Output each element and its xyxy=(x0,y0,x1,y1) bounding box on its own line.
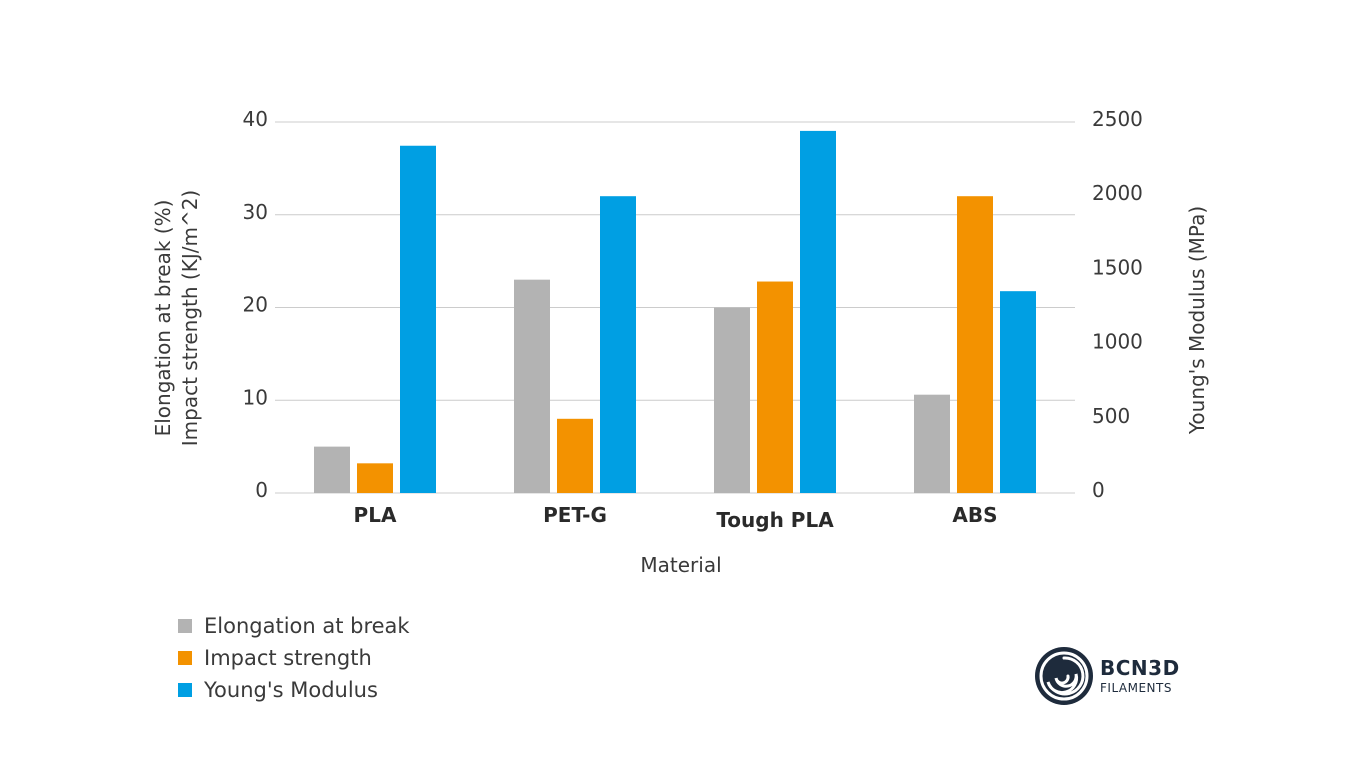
left-tick-label: 30 xyxy=(243,200,268,224)
legend-swatch xyxy=(178,618,192,633)
left-tick-label: 10 xyxy=(243,385,268,409)
category-label: PET-G xyxy=(543,503,607,527)
left-axis-title-line2: Impact strength (KJ/m^2) xyxy=(178,190,202,446)
spiral-logo-icon xyxy=(1035,647,1093,705)
left-axis-ticks: 0 10 20 30 40 xyxy=(243,107,268,502)
bar xyxy=(714,307,750,493)
left-tick-label: 0 xyxy=(255,478,268,502)
legend-swatch xyxy=(178,650,192,665)
bar xyxy=(800,130,836,494)
bar xyxy=(314,446,350,493)
legend-item-elongation: Elongation at break xyxy=(178,613,410,638)
bar xyxy=(357,463,393,493)
legend-label: Elongation at break xyxy=(204,613,410,638)
bar xyxy=(557,418,593,493)
bar-chart: 0 10 20 30 40 0 500 1000 1500 2000 2500 PLA PET-G T… xyxy=(151,107,1209,577)
left-tick-label: 40 xyxy=(243,107,268,131)
right-tick-label: 0 xyxy=(1092,478,1105,502)
right-tick-label: 500 xyxy=(1092,404,1130,428)
category-label: ABS xyxy=(952,503,997,527)
category-label: Tough PLA xyxy=(716,508,834,532)
bars xyxy=(314,130,1036,494)
right-axis-ticks: 0 500 1000 1500 2000 2500 xyxy=(1092,107,1143,502)
bar xyxy=(400,145,436,493)
logo-brand: BCN3D xyxy=(1100,656,1180,680)
bar xyxy=(957,196,993,493)
legend: Elongation at break Impact strength Youn… xyxy=(178,613,410,702)
logo-subtitle: FILAMENTS xyxy=(1100,681,1172,695)
legend-item-youngs: Young's Modulus xyxy=(178,677,410,702)
right-tick-label: 2000 xyxy=(1092,181,1143,205)
bar xyxy=(514,279,550,493)
legend-label: Young's Modulus xyxy=(204,677,378,702)
category-label: PLA xyxy=(354,503,397,527)
left-axis-title-line1: Elongation at break (%) xyxy=(151,200,175,437)
bar xyxy=(914,394,950,493)
bcn3d-logo: BCN3D FILAMENTS xyxy=(1034,646,1180,706)
legend-swatch xyxy=(178,682,192,697)
bar xyxy=(1000,291,1036,493)
right-axis-title: Young's Modulus (MPa) xyxy=(1185,206,1209,435)
left-tick-label: 20 xyxy=(243,293,268,317)
legend-label: Impact strength xyxy=(204,645,372,670)
x-axis-title: Material xyxy=(640,553,721,577)
gridlines xyxy=(275,121,1075,494)
bar xyxy=(600,196,636,493)
bar xyxy=(757,281,793,493)
right-tick-label: 1500 xyxy=(1092,255,1143,279)
legend-item-impact: Impact strength xyxy=(178,645,410,670)
right-tick-label: 1000 xyxy=(1092,330,1143,354)
right-tick-label: 2500 xyxy=(1092,107,1143,131)
category-labels: PLA PET-G Tough PLA ABS xyxy=(354,503,998,532)
